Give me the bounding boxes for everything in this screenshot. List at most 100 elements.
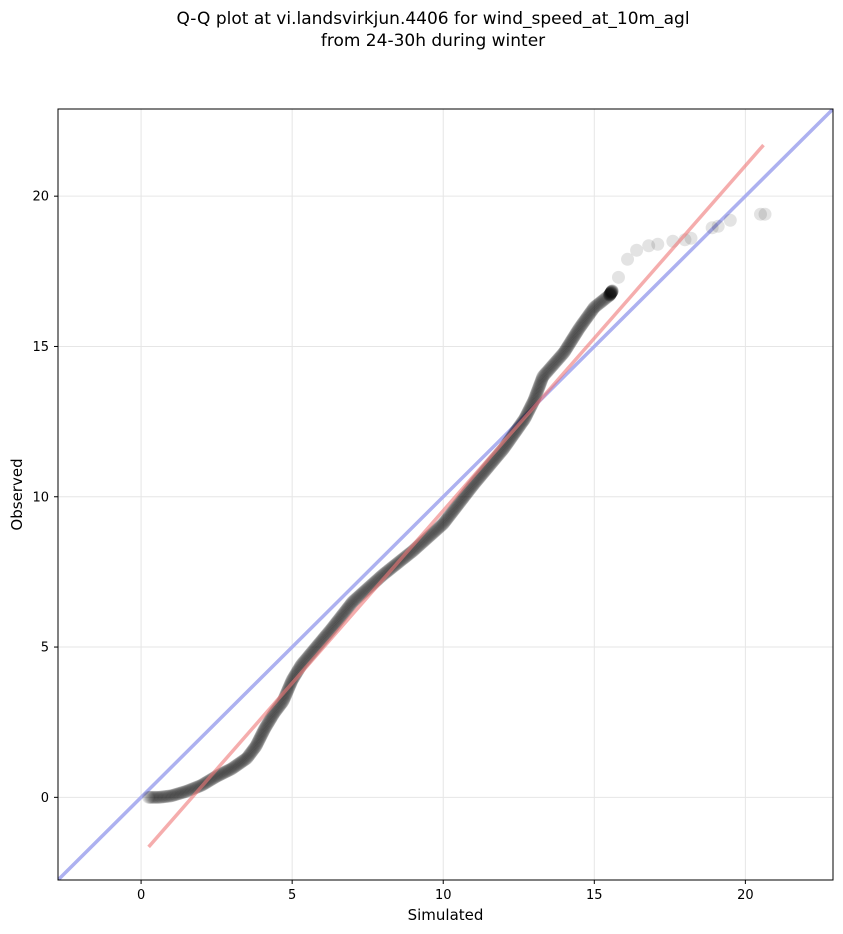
quantile-point: [343, 598, 357, 612]
quantile-point: [333, 611, 347, 625]
quantile-point: [168, 788, 182, 802]
quantile-point: [221, 764, 235, 778]
quantile-point: [566, 332, 580, 346]
quantile-point: [544, 360, 558, 374]
quantile-point: [542, 362, 556, 376]
quantile-point: [445, 505, 459, 519]
quantile-point: [554, 349, 568, 363]
quantile-point: [328, 618, 342, 632]
quantile-point: [215, 766, 229, 780]
quantile-point: [711, 219, 725, 233]
quantile-point: [441, 510, 455, 524]
quantile-point: [604, 286, 618, 300]
quantile-point: [595, 294, 609, 308]
quantile-point: [604, 286, 618, 300]
quantile-point: [335, 609, 349, 623]
quantile-point: [532, 381, 546, 395]
quantile-point: [583, 306, 597, 320]
quantile-point: [231, 757, 245, 771]
quantile-point: [431, 521, 445, 535]
quantile-point: [241, 750, 255, 764]
quantile-point: [176, 785, 190, 799]
quantile-point: [428, 524, 442, 538]
quantile-point: [535, 371, 549, 385]
quantile-point: [160, 789, 174, 803]
quantile-point: [537, 368, 551, 382]
quantile-point: [434, 519, 448, 533]
y-tick-label: 10: [32, 490, 49, 505]
quantile-point: [245, 745, 259, 759]
x-tick-label: 20: [737, 888, 754, 903]
quantile-point: [156, 790, 170, 804]
quantile-point: [287, 671, 301, 685]
quantile-point: [559, 342, 573, 356]
quantile-point: [266, 708, 280, 722]
quantile-point: [605, 284, 619, 298]
quantile-point: [330, 616, 344, 630]
quantile-point: [573, 320, 587, 334]
quantile-point: [424, 528, 438, 542]
fit-line: [147, 143, 765, 849]
quantile-point: [250, 737, 264, 751]
quantile-point: [570, 325, 584, 339]
quantile-point: [605, 285, 619, 299]
quantile-point: [593, 296, 607, 310]
quantile-point: [259, 720, 273, 734]
quantile-point: [572, 321, 586, 335]
quantile-point: [605, 284, 619, 298]
plot-area: [58, 109, 833, 880]
quantile-point: [427, 525, 441, 539]
quantile-point: [336, 607, 350, 621]
chart-title-line-2: from 24-30h during winter: [320, 31, 546, 51]
quantile-point: [533, 377, 547, 391]
quantile-point: [251, 734, 265, 748]
quantile-point: [605, 284, 619, 298]
quantile-point: [426, 526, 440, 540]
quantile-point: [604, 286, 618, 300]
quantile-point: [551, 353, 565, 367]
quantile-point: [439, 514, 453, 528]
quantile-point: [147, 790, 161, 804]
quantile-point: [576, 316, 590, 330]
quantile-point: [571, 323, 585, 337]
quantile-point: [152, 790, 166, 804]
quantile-point: [260, 718, 274, 732]
quantile-point: [340, 603, 354, 617]
quantile-point: [337, 606, 351, 620]
grid: [58, 109, 833, 880]
quantile-point: [253, 731, 267, 745]
quantile-point: [240, 751, 254, 765]
quantile-point: [538, 367, 552, 381]
quantile-point: [510, 423, 524, 437]
quantile-point: [254, 730, 268, 744]
quantile-point: [248, 740, 262, 754]
quantile-point: [545, 359, 559, 373]
quantile-point: [241, 749, 255, 763]
quantile-point: [566, 331, 580, 345]
quantile-point: [534, 375, 548, 389]
quantile-point: [379, 565, 393, 579]
quantile-point: [604, 285, 618, 299]
quantile-point: [454, 494, 468, 508]
quantile-point: [611, 270, 625, 284]
quantile-point: [534, 376, 548, 390]
quantile-point: [507, 427, 521, 441]
quantile-point: [148, 790, 162, 804]
quantile-point: [279, 687, 293, 701]
quantile-point: [339, 604, 353, 618]
quantile-point: [458, 489, 472, 503]
quantile-point: [228, 760, 242, 774]
quantile-point: [532, 380, 546, 394]
quantile-point: [346, 595, 360, 609]
quantile-point: [378, 566, 392, 580]
quantile-point: [264, 712, 278, 726]
quantile-point: [249, 739, 263, 753]
quantile-point: [256, 726, 270, 740]
quantile-point: [552, 352, 566, 366]
quantile-point: [341, 600, 355, 614]
quantile-point: [380, 564, 394, 578]
quantile-point: [630, 243, 644, 257]
quantile-point: [571, 324, 585, 338]
quantile-point: [348, 593, 362, 607]
